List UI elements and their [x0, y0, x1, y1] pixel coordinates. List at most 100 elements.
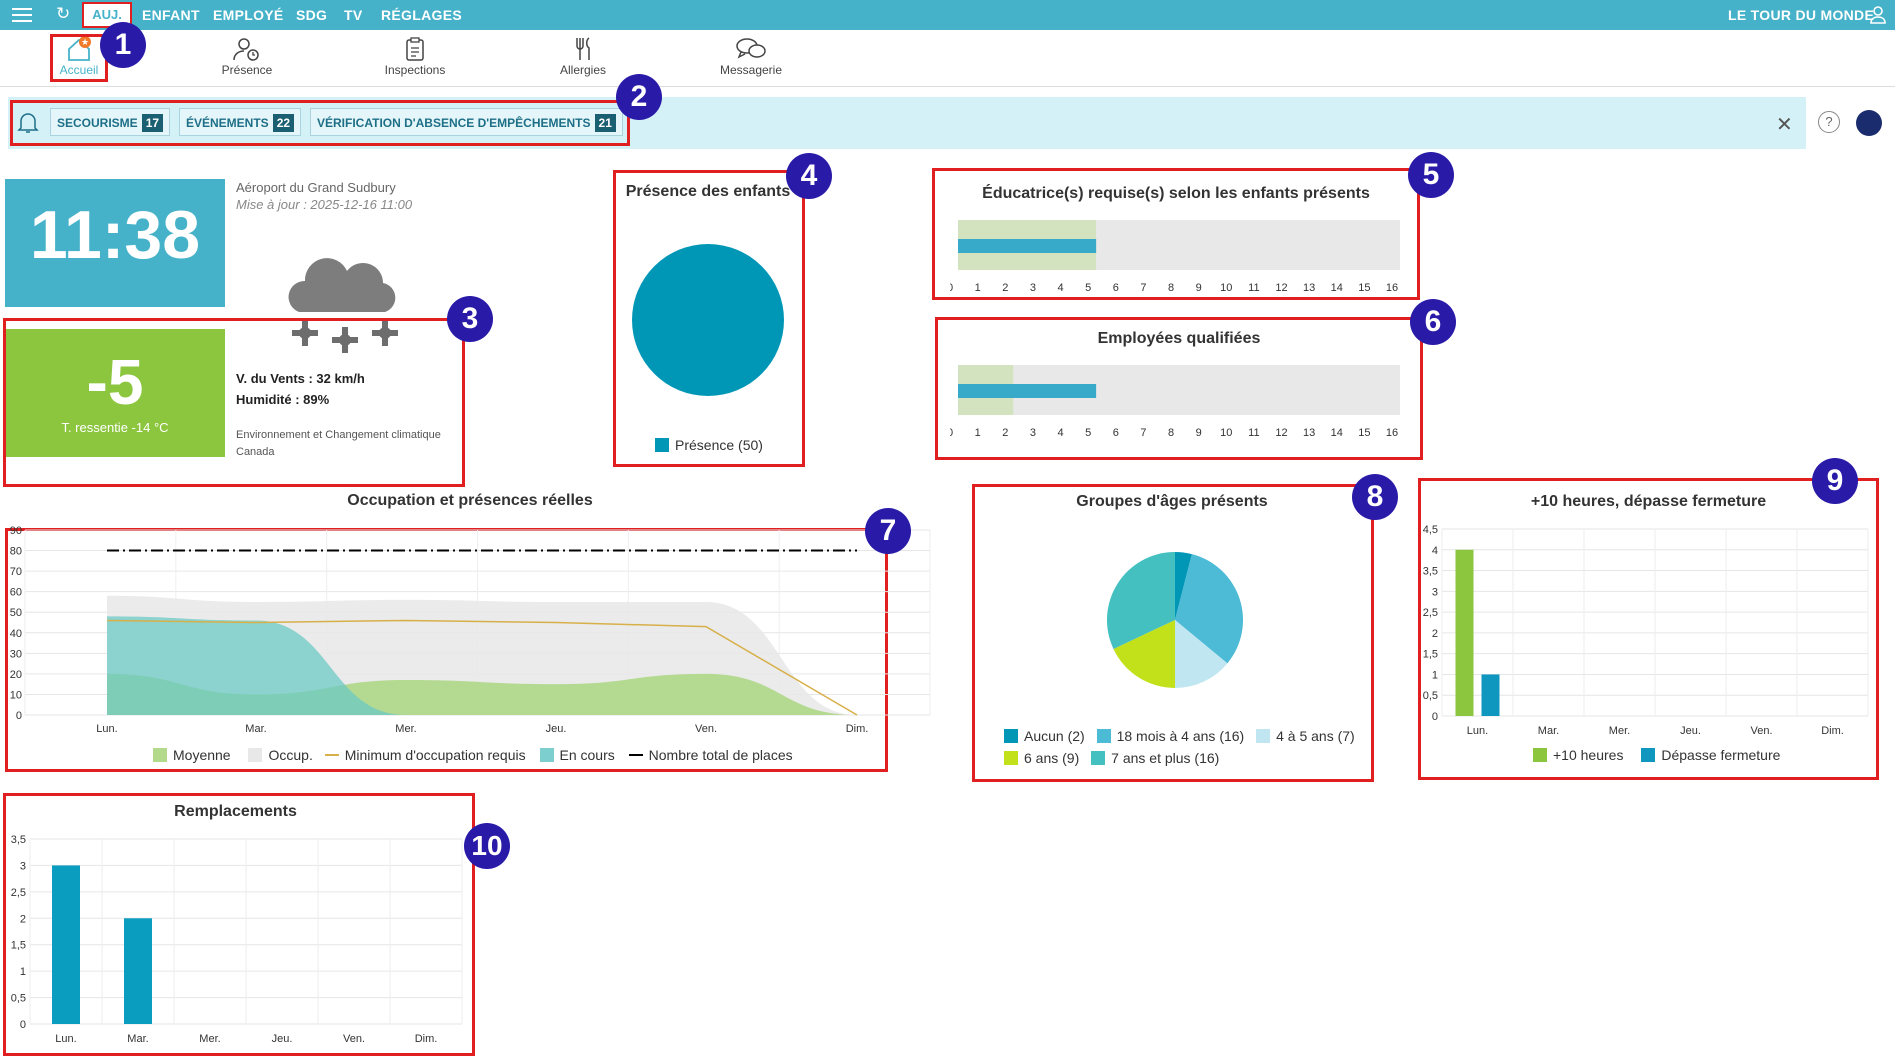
subnav-presence[interactable]: Présence — [187, 36, 307, 77]
y-tick-label: 10 — [10, 689, 22, 701]
legend-label: Nombre total de places — [648, 747, 793, 763]
nav-employe[interactable]: EMPLOYÉ — [213, 7, 284, 23]
subnav-inspections-label: Inspections — [384, 63, 446, 77]
presence-pie-chart — [632, 244, 784, 396]
close-icon[interactable]: ✕ — [1776, 114, 1793, 136]
y-tick-label: 2,5 — [1423, 607, 1438, 619]
alert-label: VÉRIFICATION D'ABSENCE D'EMPÊCHEMENTS — [317, 116, 591, 130]
subnav-presence-label: Présence — [221, 63, 273, 77]
replacements-bar-chart: 0 0,5 1 1,5 2 2,5 3 3,5 Lun. Mar. Mer. Jeu. Ven. Dim. — [11, 834, 463, 1045]
alert-label: SECOURISME — [57, 116, 138, 130]
subnav-accueil[interactable]: ★ Accueil — [19, 36, 139, 77]
overtime-bar-chart: 0 0,5 1 1,5 2 2,5 3 3,5 4 4,5 Lun. Mar. Mer. Jeu. Ven.… — [1423, 524, 1869, 737]
badge-2: 2 — [616, 74, 662, 120]
weather-source: Environnement et Changement climatique C… — [236, 429, 441, 458]
app-logo-icon[interactable] — [1856, 110, 1882, 136]
x-tick-label: Ven. — [1750, 725, 1772, 737]
x-tick-label: Mer. — [1609, 725, 1630, 737]
annotation-box-3 — [3, 318, 465, 487]
employees-tick-label: 15 — [1358, 427, 1370, 439]
help-icon[interactable]: ? — [1818, 111, 1840, 133]
home-icon: ★ — [68, 36, 91, 61]
y-tick-label: 70 — [10, 566, 22, 578]
legend-swatch — [1533, 748, 1547, 762]
x-tick-label: Mer. — [199, 1033, 220, 1045]
y-tick-label: 3 — [1432, 586, 1438, 598]
legend-swatch — [655, 438, 669, 452]
badge-10: 10 — [464, 823, 510, 869]
nav-enfant[interactable]: ENFANT — [142, 7, 200, 23]
legend-swatch — [1091, 751, 1106, 765]
employees-tick-label: 12 — [1275, 427, 1287, 439]
subnav-messagerie[interactable]: Messagerie — [691, 36, 811, 77]
chat-bubbles-icon — [736, 38, 766, 59]
chart-title-presence: Présence des enfants — [625, 183, 791, 200]
legend-swatch — [1096, 729, 1111, 743]
legend-label: 6 ans (9) — [1024, 750, 1080, 766]
employees-tick-label: 4 — [1057, 427, 1063, 439]
x-tick-label: Ven. — [695, 723, 717, 735]
nav-sdg[interactable]: SDG — [296, 7, 328, 23]
chart-title-educatrices: Éducatrice(s) requise(s) selon les enfan… — [982, 185, 1370, 202]
ages-pie-slice — [1175, 620, 1228, 688]
bell-icon[interactable] — [16, 110, 40, 139]
y-tick-label: 0 — [16, 710, 22, 722]
educatrices-tick-label: 16 — [1386, 282, 1398, 294]
alert-bar — [8, 97, 1806, 149]
y-tick-label: 0,5 — [1423, 690, 1438, 702]
fork-knife-icon — [576, 37, 590, 60]
x-tick-label: Dim. — [415, 1033, 438, 1045]
legend-label: Minimum d'occupation requis — [344, 747, 526, 763]
legend-swatch — [1004, 729, 1018, 743]
nav-auj[interactable]: AUJ. — [82, 2, 132, 28]
snow-cloud-icon — [285, 240, 410, 365]
y-tick-label: 40 — [10, 628, 22, 640]
employees-tick-label: 9 — [1196, 427, 1202, 439]
alert-verification[interactable]: VÉRIFICATION D'ABSENCE D'EMPÊCHEMENTS 21 — [310, 108, 623, 136]
humidity: Humidité : 89% — [236, 392, 330, 407]
x-tick-label: Lun. — [96, 723, 117, 735]
alert-secourisme[interactable]: SECOURISME 17 — [50, 108, 171, 136]
legend-swatch — [539, 748, 554, 762]
chart-title-overtime: +10 heures, dépasse fermeture — [1530, 493, 1767, 510]
subnav-inspections[interactable]: Inspections — [355, 36, 475, 77]
badge-3: 3 — [447, 296, 493, 342]
legend-label: Moyenne — [173, 747, 231, 763]
subnav-allergies[interactable]: Allergies — [523, 36, 643, 77]
employees-tick-label: 14 — [1331, 427, 1343, 439]
occupation-area-chart: 0 10 20 30 40 50 60 70 80 90 Lun. Mar. Mer. Jeu. Ven. D… — [10, 525, 931, 735]
user-icon[interactable] — [1870, 6, 1886, 29]
clock-panel — [5, 179, 225, 307]
presence-legend: Présence (50) — [655, 437, 763, 453]
x-tick-label: Jeu. — [272, 1033, 293, 1045]
ages-pie-slice — [1175, 554, 1243, 664]
divider — [0, 86, 1895, 87]
employees-value-bar — [958, 384, 1097, 398]
x-tick-label: Ven. — [343, 1033, 365, 1045]
educatrices-tick-label: 3 — [1030, 282, 1036, 294]
y-tick-label: 60 — [10, 587, 22, 599]
x-tick-label: Mar. — [1538, 725, 1559, 737]
legend-swatch — [1641, 748, 1656, 762]
ages-pie-slice — [1107, 552, 1175, 649]
x-tick-label: Lun. — [55, 1033, 76, 1045]
alert-count: 22 — [272, 114, 295, 132]
subnav-accueil-label: Accueil — [59, 63, 99, 77]
annotation-box-5 — [932, 168, 1420, 300]
refresh-icon[interactable]: ↻ — [56, 4, 71, 23]
legend-label: 18 mois à 4 ans (16) — [1116, 728, 1245, 744]
alert-evenements[interactable]: ÉVÉNEMENTS 22 — [179, 108, 302, 136]
educatrices-tick-label: 6 — [1113, 282, 1119, 294]
x-tick-label: Jeu. — [546, 723, 567, 735]
educatrices-tick-label: 11 — [1248, 282, 1259, 294]
nav-reglages[interactable]: RÉGLAGES — [381, 7, 462, 23]
hamburger-menu-icon[interactable] — [12, 8, 32, 22]
nav-tv[interactable]: TV — [344, 7, 363, 23]
legend-swatch — [324, 754, 339, 756]
educatrices-tick-label: 10 — [1220, 282, 1232, 294]
alert-label: ÉVÉNEMENTS — [186, 116, 269, 130]
y-tick-label: 1,5 — [11, 940, 26, 952]
overtime-bar — [1455, 549, 1474, 716]
daycare-title[interactable]: LE TOUR DU MONDE — [1728, 7, 1875, 23]
employees-tick-label: 11 — [1248, 427, 1259, 439]
